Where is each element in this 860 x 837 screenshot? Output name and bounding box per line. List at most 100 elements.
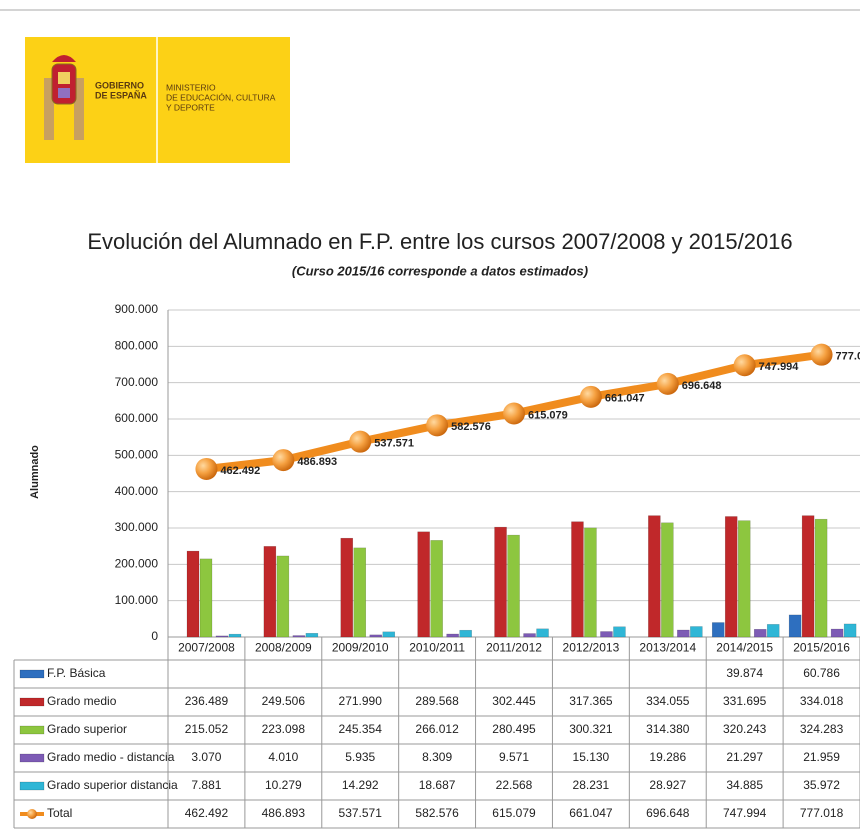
table-cell: 747.994	[723, 806, 767, 820]
legend-swatch	[19, 781, 45, 791]
data-label: 747.994	[759, 361, 800, 373]
bar	[690, 626, 703, 638]
bar	[584, 527, 597, 638]
table-cell: 3.070	[191, 750, 221, 764]
table-cell: 462.492	[185, 806, 229, 820]
table-cell: 324.283	[800, 722, 844, 736]
table-cell: 19.286	[649, 750, 686, 764]
table-cell: 317.365	[569, 694, 613, 708]
legend-label: Grado superior	[47, 722, 127, 736]
data-label: 661.047	[605, 393, 645, 405]
legend-swatch	[19, 697, 45, 707]
y-tick-label: 600.000	[115, 411, 159, 425]
line-point	[272, 449, 295, 472]
table-cell: 10.279	[265, 778, 302, 792]
bar	[507, 534, 520, 638]
bar	[613, 626, 626, 638]
logo-text: DE ESPAÑA	[95, 90, 147, 100]
table-cell: 14.292	[342, 778, 379, 792]
crown	[52, 55, 76, 62]
table-cell: 320.243	[723, 722, 767, 736]
x-tick-label: 2008/2009	[255, 641, 312, 655]
chart-subtitle: (Curso 2015/16 corresponde a datos estim…	[292, 263, 588, 278]
bar	[724, 516, 738, 638]
table-cell: 334.018	[800, 694, 844, 708]
bar	[677, 629, 690, 638]
table-cell: 28.231	[573, 778, 610, 792]
table-cell: 266.012	[415, 722, 459, 736]
table-cell: 7.881	[191, 778, 221, 792]
table-cell: 21.959	[803, 750, 840, 764]
bar	[446, 633, 459, 638]
bar	[353, 547, 367, 638]
bar	[788, 614, 802, 638]
legend-label: Grado medio	[47, 694, 117, 708]
y-tick-label: 200.000	[115, 557, 159, 571]
y-tick-label: 500.000	[115, 448, 159, 462]
table-cell: 60.786	[803, 666, 840, 680]
line-point	[656, 372, 679, 395]
data-label: 537.571	[374, 438, 414, 450]
data-label: 696.648	[682, 380, 722, 392]
bar	[340, 537, 354, 638]
table-cell: 615.079	[492, 806, 536, 820]
bar	[814, 518, 828, 638]
table-cell: 537.571	[339, 806, 383, 820]
bar	[801, 515, 815, 638]
legend-label: Grado superior distancia	[47, 778, 178, 792]
logo-text: GOBIERNO	[95, 80, 144, 90]
y-tick-label: 900.000	[115, 302, 159, 316]
bar	[199, 558, 213, 638]
table-cell: 5.935	[345, 750, 375, 764]
table-cell: 4.010	[268, 750, 298, 764]
table-cell: 331.695	[723, 694, 767, 708]
table-cell: 696.648	[646, 806, 690, 820]
table-cell: 21.297	[726, 750, 763, 764]
table-cell: 28.927	[649, 778, 686, 792]
line-point	[349, 430, 372, 453]
data-label: 615.079	[528, 409, 568, 421]
table-cell: 582.576	[415, 806, 459, 820]
bar	[571, 521, 584, 638]
ministry-text: MINISTERIO	[166, 82, 216, 92]
table-cell: 334.055	[646, 694, 690, 708]
table-cell: 314.380	[646, 722, 690, 736]
bar	[753, 629, 767, 638]
bar	[215, 635, 229, 638]
x-tick-label: 2013/2014	[639, 641, 696, 655]
bar	[263, 546, 277, 638]
bar	[830, 628, 844, 638]
table-cell: 245.354	[339, 722, 383, 736]
table-cell: 215.052	[185, 722, 229, 736]
y-tick-label: 100.000	[115, 593, 159, 607]
table-cell: 22.568	[496, 778, 533, 792]
bar	[737, 520, 751, 638]
bar	[228, 633, 242, 638]
x-tick-label: 2010/2011	[409, 641, 465, 655]
legend-label: F.P. Básica	[47, 666, 106, 680]
bar	[305, 633, 319, 638]
chart-title: Evolución del Alumnado en F.P. entre los…	[87, 229, 792, 254]
data-label: 582.576	[451, 421, 491, 433]
table-cell: 289.568	[415, 694, 459, 708]
bar	[292, 635, 306, 638]
bar	[648, 515, 661, 638]
y-axis-label: Alumnado	[29, 445, 41, 499]
bar	[417, 531, 430, 638]
ministry-text: DE EDUCACIÓN, CULTURA	[166, 92, 276, 102]
table-cell: 39.874	[726, 666, 763, 680]
x-tick-label: 2012/2013	[563, 641, 620, 655]
data-label: 462.492	[220, 465, 260, 477]
y-tick-label: 700.000	[115, 375, 159, 389]
bar	[276, 555, 290, 638]
legend-swatch	[27, 809, 37, 819]
table-cell: 8.309	[422, 750, 452, 764]
table-cell: 280.495	[492, 722, 536, 736]
y-tick-label: 300.000	[115, 520, 159, 534]
bar	[494, 526, 507, 638]
shield-detail	[58, 88, 70, 98]
pillar	[44, 78, 54, 140]
bar	[186, 550, 200, 638]
legend-swatch	[19, 669, 45, 679]
